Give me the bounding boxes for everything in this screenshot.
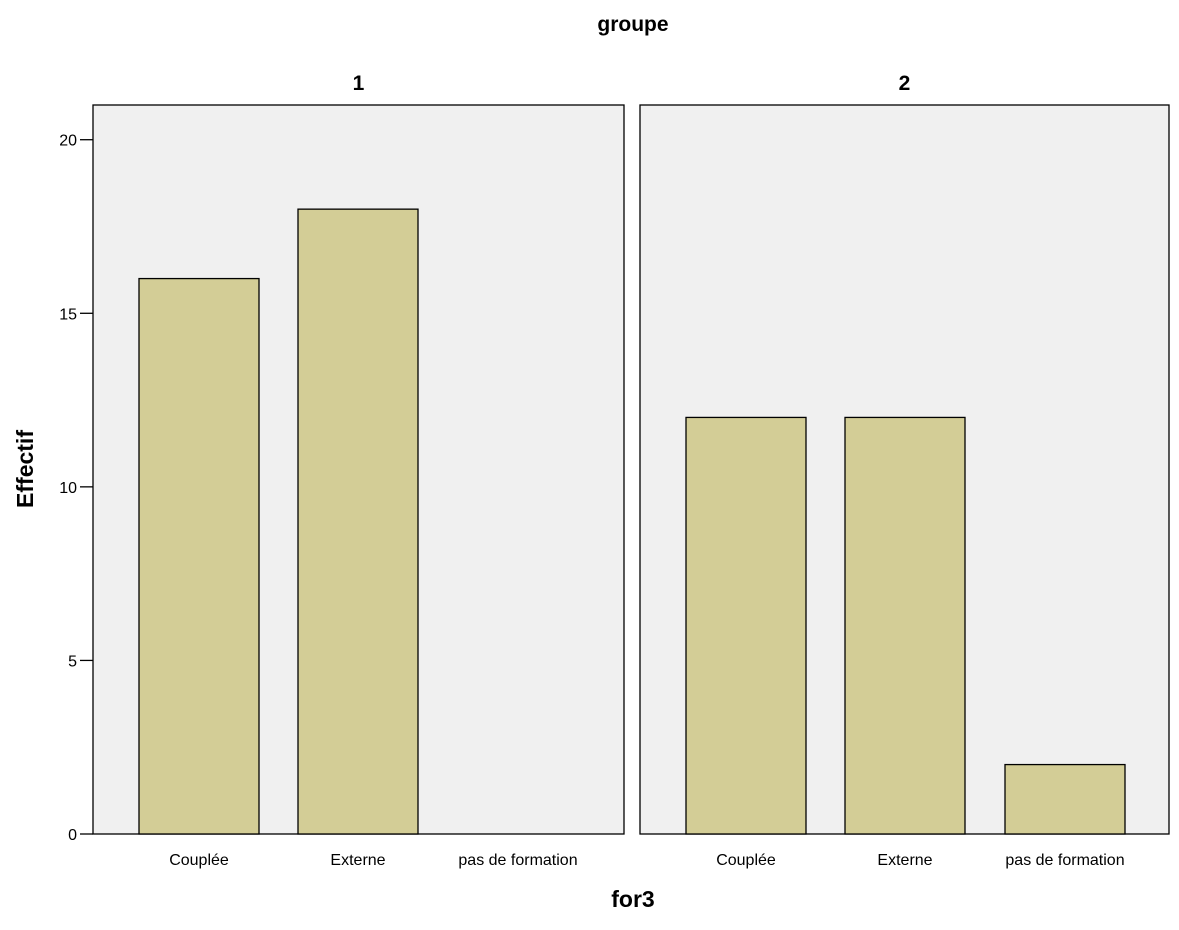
facet-title: groupe <box>597 13 668 36</box>
y-tick-label: 5 <box>68 653 77 670</box>
bar-2-externe <box>844 416 966 835</box>
x-tick-label: Couplée <box>169 852 229 869</box>
y-axis: 0 5 10 15 20 <box>59 133 93 844</box>
x-tick-label: pas de formation <box>458 852 577 869</box>
y-tick-label: 20 <box>59 133 77 150</box>
bar-2-pas-de-formation <box>1004 763 1126 835</box>
y-tick-label: 10 <box>59 480 77 497</box>
bar-2-couplée <box>685 416 807 835</box>
x-axis-title: for3 <box>611 886 654 912</box>
bar-1-couplée <box>138 277 260 835</box>
panel-title: 1 <box>353 72 365 95</box>
x-tick-label: Externe <box>877 852 932 869</box>
panel-2: 2 Couplée Externe pas de formation <box>639 72 1170 869</box>
y-axis-title: Effectif <box>12 430 38 508</box>
panels-layer: 1 Couplée Externe pas de formation 2 Couplée E… <box>92 72 1170 869</box>
y-tick-label: 15 <box>59 306 77 323</box>
panel-title: 2 <box>899 72 911 95</box>
bar-1-externe <box>297 208 419 835</box>
y-tick-label: 0 <box>68 827 77 844</box>
x-tick-label: Externe <box>330 852 385 869</box>
x-tick-label: Couplée <box>716 852 776 869</box>
panel-1: 1 Couplée Externe pas de formation <box>92 72 625 869</box>
x-tick-label: pas de formation <box>1005 852 1124 869</box>
